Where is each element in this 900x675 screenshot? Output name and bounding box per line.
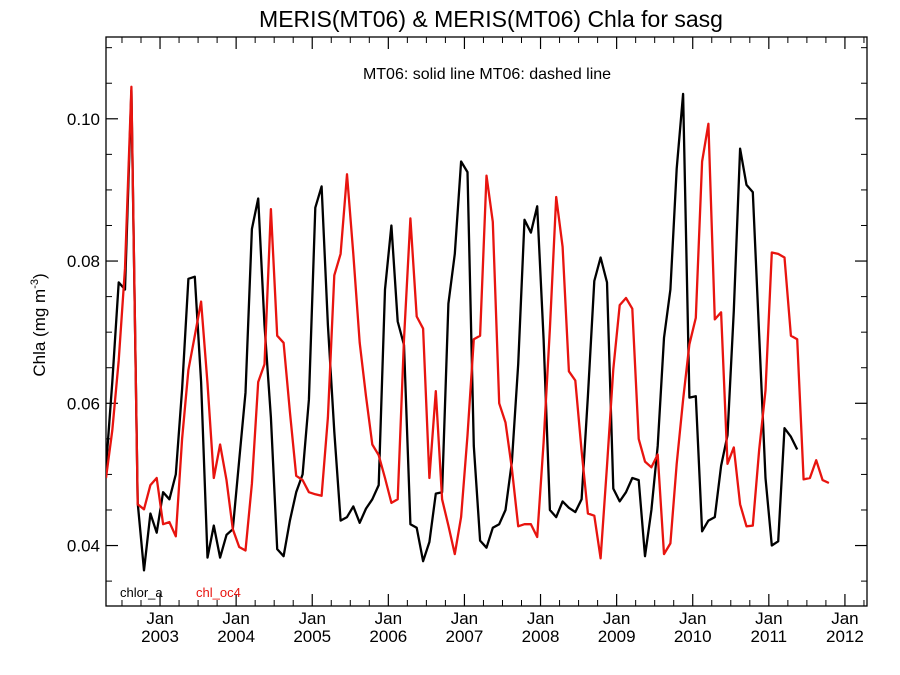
y-tick-label: 0.06	[67, 394, 100, 413]
series-line-chl-oc4	[106, 85, 830, 560]
x-tick-label-year: 2011	[751, 627, 788, 646]
series-group	[106, 85, 830, 572]
plot-frame	[105, 36, 868, 607]
legend-chlor-a: chlor_a	[120, 585, 163, 600]
x-tick-label-month: Jan	[755, 609, 782, 628]
chart-annotation: MT06: solid line MT06: dashed line	[363, 66, 611, 83]
x-tick-label-month: Jan	[146, 609, 173, 628]
y-axis-label: Chla (mg m-3)	[29, 273, 49, 376]
x-axis: Jan2003Jan2004Jan2005Jan2006Jan2007Jan20…	[121, 37, 865, 646]
x-tick-label-year: 2009	[598, 627, 636, 646]
x-tick-label-month: Jan	[222, 609, 249, 628]
y-axis-label-exponent: -3	[29, 279, 41, 289]
series-line-chlor-a	[106, 89, 799, 572]
x-tick-label-year: 2007	[446, 627, 484, 646]
x-tick-label-year: 2008	[522, 627, 560, 646]
x-tick-label-month: Jan	[451, 609, 478, 628]
x-tick-label-month: Jan	[603, 609, 630, 628]
x-tick-label-year: 2006	[369, 627, 407, 646]
x-tick-label-year: 2003	[141, 627, 179, 646]
y-tick-label: 0.04	[67, 537, 100, 556]
y-tick-label: 0.08	[67, 252, 100, 271]
x-tick-label-year: 2012	[826, 627, 864, 646]
x-tick-label-month: Jan	[375, 609, 402, 628]
y-tick-label: 0.10	[67, 110, 100, 129]
x-tick-label-month: Jan	[527, 609, 554, 628]
x-tick-label-month: Jan	[679, 609, 706, 628]
y-axis-label-main: Chla (mg m	[30, 289, 49, 377]
x-tick-label-year: 2010	[674, 627, 712, 646]
x-tick-label-month: Jan	[299, 609, 326, 628]
y-axis: 0.04 0.06 0.08 0.10	[67, 47, 867, 582]
plot-border	[105, 36, 868, 607]
x-tick-label-year: 2005	[293, 627, 331, 646]
x-tick-label-month: Jan	[831, 609, 858, 628]
chart-title: MERIS(MT06) & MERIS(MT06) Chla for sasg	[259, 6, 723, 32]
legend-chl-oc4: chl_oc4	[196, 585, 241, 600]
y-axis-label-close: )	[30, 273, 49, 279]
x-tick-label-year: 2004	[217, 627, 255, 646]
